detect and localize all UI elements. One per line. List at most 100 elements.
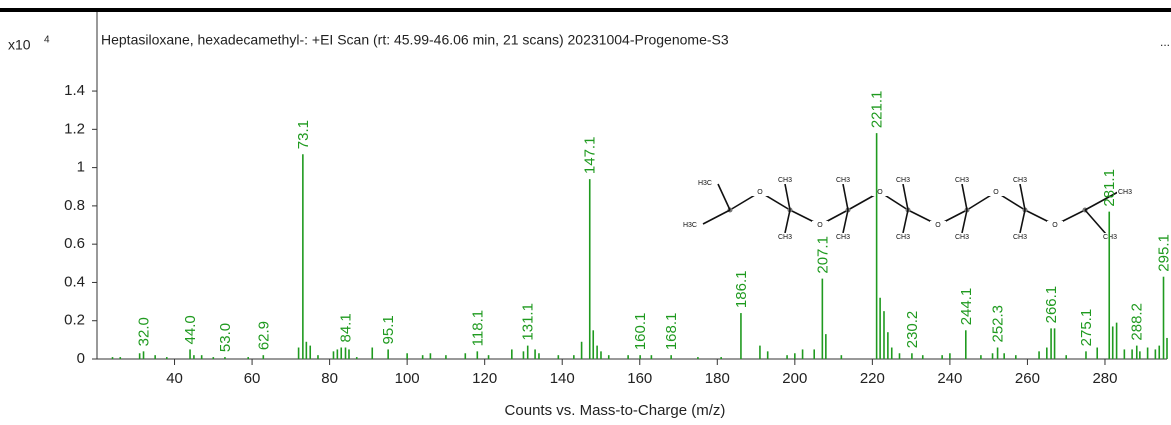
bond: [784, 209, 791, 234]
label-bg: [954, 233, 970, 241]
bond: [1019, 209, 1026, 234]
atom-label: CH3: [1013, 234, 1027, 241]
label-bg: [777, 176, 793, 184]
atom-label: CH3: [778, 177, 792, 184]
atom-label: H3C: [698, 180, 712, 187]
x-tick-label: 80: [321, 370, 338, 387]
atom-label: CH3: [836, 234, 850, 241]
label-bg: [930, 221, 946, 229]
label-bg: [1047, 221, 1063, 229]
structure: H3C H3C O O O O O O CH3 CH3 CH3 CH3 CH3 CH3 CH3 CH3 CH3 C…: [682, 176, 1133, 241]
label-bg: [812, 221, 828, 229]
y-multiplier: x10: [8, 37, 31, 53]
bond: [902, 183, 909, 211]
y-tick-label: 0: [77, 350, 85, 367]
x-tick-label: 260: [1015, 370, 1040, 387]
bond: [1084, 209, 1107, 235]
bond: [717, 183, 731, 211]
x-tick-label: 100: [395, 370, 420, 387]
label-bg: [895, 233, 911, 241]
x-axis-label: Counts vs. Mass-to-Charge (m/z): [505, 402, 726, 419]
bond: [961, 183, 968, 211]
atom-label: CH3: [1103, 234, 1117, 241]
peak-label: 118.1: [469, 310, 486, 346]
top-rule: [0, 8, 1171, 12]
y-tick-label: 0.4: [64, 273, 85, 290]
atom-label: O: [757, 189, 763, 196]
menu[interactable]: ...: [1160, 35, 1170, 49]
peak-label: 131.1: [520, 303, 537, 341]
peak-label: 160.1: [632, 313, 649, 351]
peak-label: 147.1: [582, 137, 599, 175]
atom-label: CH3: [896, 234, 910, 241]
y-tick-label: 0.8: [64, 197, 85, 214]
x-tick-label: 280: [1092, 370, 1117, 387]
atom-label: H3C: [683, 222, 697, 229]
peak-label: 186.1: [733, 271, 750, 309]
x-tick-label: 140: [550, 370, 575, 387]
y-tick-label: 0.2: [64, 312, 85, 329]
atom-label: CH3: [955, 177, 969, 184]
peak-label: 32.0: [135, 317, 152, 346]
peak-label: 288.2: [1129, 303, 1146, 341]
y-tick-label: 1: [77, 159, 85, 176]
x-tick-label: 40: [166, 370, 183, 387]
peak-label: 221.1: [869, 91, 886, 129]
atom-label: CH3: [1118, 189, 1132, 196]
peak-label: 207.1: [814, 236, 831, 274]
peak-label: 252.3: [990, 305, 1007, 343]
label-bg: [1117, 188, 1133, 196]
atom-label: O: [993, 189, 999, 196]
peak-label: 53.0: [217, 323, 234, 352]
bond: [1019, 183, 1026, 211]
label-bg: [777, 233, 793, 241]
bond: [902, 209, 909, 234]
peak-label: 230.2: [904, 311, 921, 349]
peak-label: 295.1: [1155, 234, 1171, 272]
x-tick-label: 60: [244, 370, 261, 387]
peak-label: 73.1: [295, 120, 312, 149]
peak-label: 44.0: [182, 315, 199, 344]
peak-label: 84.1: [337, 313, 354, 342]
atom-label: CH3: [955, 234, 969, 241]
label-bg: [835, 176, 851, 184]
label-bg: [697, 179, 713, 187]
atom-label: O: [877, 189, 883, 196]
x-tick-label: 240: [937, 370, 962, 387]
bond: [842, 183, 849, 211]
atom-label: O: [935, 222, 941, 229]
bond: [1084, 191, 1119, 211]
peak-label: 168.1: [663, 313, 680, 351]
x-tick-label: 200: [782, 370, 807, 387]
bond: [702, 209, 731, 225]
atom-label: CH3: [778, 234, 792, 241]
label-bg: [954, 176, 970, 184]
atom-label: CH3: [1013, 177, 1027, 184]
bond: [842, 209, 849, 234]
label-bg: [1012, 233, 1028, 241]
peak-label: 95.1: [380, 315, 397, 344]
label-bg: [872, 188, 888, 196]
y-tick-label: 1.4: [64, 82, 85, 99]
y-tick-label: 0.6: [64, 235, 85, 252]
peak-label: 62.9: [255, 321, 272, 350]
atom-label: O: [1052, 222, 1058, 229]
label-bg: [835, 233, 851, 241]
atom-label: CH3: [836, 177, 850, 184]
x-tick-label: 160: [627, 370, 652, 387]
peak-label: 281.1: [1101, 169, 1118, 207]
atom-label: CH3: [896, 177, 910, 184]
peak-label: 275.1: [1078, 309, 1095, 347]
atom-label: O: [817, 222, 823, 229]
x-tick-label: 180: [705, 370, 730, 387]
label-bg: [682, 221, 698, 229]
bond: [784, 183, 791, 211]
chart-title: Heptasiloxane, hexadecamethyl-: +EI Scan…: [101, 32, 729, 48]
x-tick-label: 220: [860, 370, 885, 387]
y-exponent: 4: [44, 35, 50, 46]
y-tick-label: 1.2: [64, 120, 85, 137]
bond: [961, 209, 968, 234]
label-bg: [752, 188, 768, 196]
